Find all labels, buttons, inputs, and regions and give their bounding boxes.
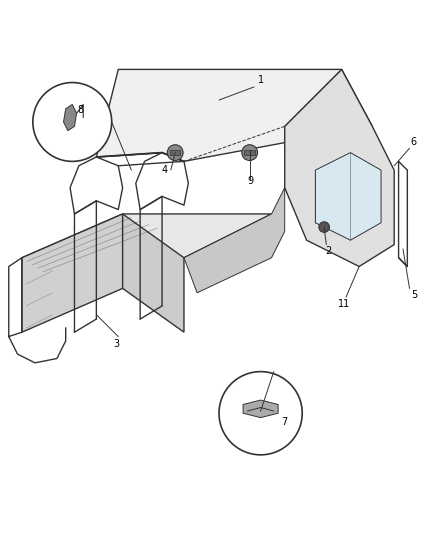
Polygon shape: [285, 69, 394, 266]
Bar: [244, 150, 255, 155]
Text: 8: 8: [77, 104, 83, 115]
Polygon shape: [22, 214, 272, 258]
Text: 2: 2: [325, 246, 332, 256]
Text: 7: 7: [281, 417, 287, 427]
Bar: [170, 150, 180, 155]
Polygon shape: [184, 188, 285, 293]
Polygon shape: [64, 104, 77, 131]
Circle shape: [319, 222, 329, 232]
Circle shape: [219, 372, 302, 455]
Circle shape: [167, 145, 183, 160]
Circle shape: [33, 83, 112, 161]
Text: 5: 5: [411, 290, 417, 300]
Polygon shape: [315, 152, 381, 240]
Text: 6: 6: [411, 136, 417, 147]
Text: 4: 4: [161, 165, 167, 175]
Text: 9: 9: [247, 176, 254, 186]
Circle shape: [242, 145, 258, 160]
Polygon shape: [243, 400, 278, 418]
Polygon shape: [123, 214, 184, 332]
Polygon shape: [22, 214, 123, 332]
Text: 11: 11: [338, 298, 350, 309]
Text: 3: 3: [113, 340, 119, 350]
Text: 1: 1: [258, 75, 264, 85]
Polygon shape: [96, 69, 372, 161]
